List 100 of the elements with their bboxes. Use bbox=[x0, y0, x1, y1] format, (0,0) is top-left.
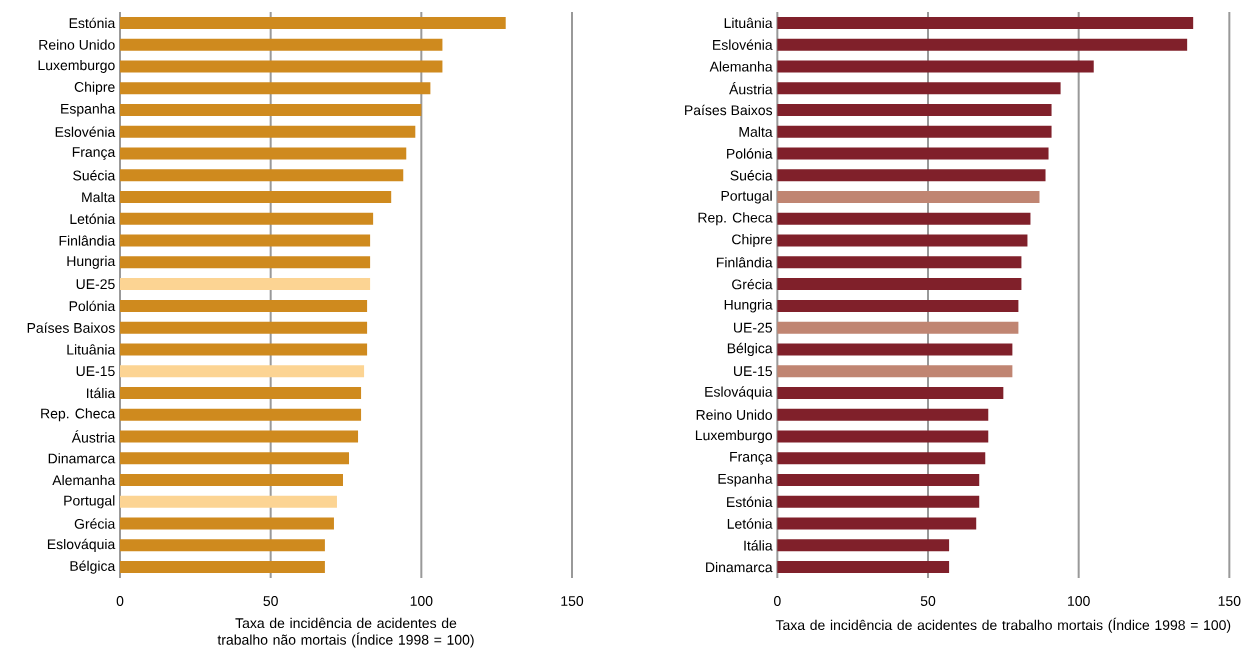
bar bbox=[777, 365, 1013, 378]
y-tick-label: Hungria bbox=[724, 299, 773, 313]
y-tick-label: Países Baixos bbox=[27, 322, 115, 333]
bar bbox=[120, 125, 416, 138]
bar bbox=[777, 408, 989, 421]
bar bbox=[777, 539, 950, 552]
y-tick-label: Grécia bbox=[74, 518, 116, 529]
y-tick-label: Dinamarca bbox=[706, 561, 773, 573]
x-tick-label: 0 bbox=[773, 596, 781, 606]
x-axis-title: Taxa de incidência de acidentes de trabalho não mortais (Índice 1998 = 100) bbox=[217, 617, 474, 648]
bar bbox=[777, 386, 1004, 399]
bar bbox=[120, 495, 337, 508]
y-tick-label: Portugal bbox=[64, 495, 115, 509]
bar bbox=[120, 321, 368, 334]
y-tick-label: Espanha bbox=[718, 473, 773, 487]
y-tick-label: Bélgica bbox=[727, 342, 773, 357]
x-tick-label: 150 bbox=[1218, 596, 1241, 606]
x-tick-label: 150 bbox=[561, 596, 584, 606]
y-tick-label: Reino Unido bbox=[39, 39, 115, 50]
bar bbox=[120, 16, 506, 29]
y-tick-label: Rep. Checa bbox=[41, 408, 116, 422]
y-tick-label: Polónia bbox=[69, 300, 116, 312]
y-tick-label: Alemanha bbox=[709, 61, 773, 72]
y-tick-label: Hungria bbox=[67, 255, 116, 269]
bar bbox=[777, 430, 989, 443]
bar bbox=[777, 343, 1013, 356]
bar bbox=[120, 452, 350, 465]
bar bbox=[120, 343, 368, 356]
bar bbox=[120, 82, 431, 95]
bar bbox=[120, 212, 374, 225]
bar bbox=[120, 430, 359, 443]
bar bbox=[120, 234, 371, 247]
y-tick-label: Suécia bbox=[73, 170, 116, 181]
y-tick-label: Suécia bbox=[730, 170, 773, 181]
bar bbox=[120, 169, 404, 182]
bar bbox=[120, 60, 443, 73]
y-tick-label: Eslovénia bbox=[55, 126, 116, 137]
y-tick-label: Luxemburgo bbox=[38, 59, 115, 73]
bar bbox=[777, 299, 1019, 312]
bar bbox=[777, 60, 1094, 73]
y-tick-label: Lituânia bbox=[724, 17, 773, 29]
y-tick-label: Eslováquia bbox=[47, 538, 116, 552]
bar bbox=[120, 539, 325, 552]
bar bbox=[120, 365, 365, 378]
bar bbox=[120, 278, 371, 291]
y-tick-label: Itália bbox=[744, 540, 773, 551]
bar bbox=[120, 386, 362, 399]
bar bbox=[120, 408, 362, 421]
y-tick-label: Lituânia bbox=[67, 344, 116, 355]
bar bbox=[777, 561, 950, 574]
x-tick-label: 50 bbox=[263, 596, 278, 606]
y-tick-label: Bélgica bbox=[70, 560, 116, 574]
bar bbox=[120, 256, 371, 269]
bar bbox=[777, 452, 986, 465]
y-tick-label: Espanha bbox=[61, 103, 116, 117]
y-tick-label: Luxemburgo bbox=[695, 429, 773, 444]
x-axis-title: Taxa de incidência de acidentes de trabalho mortais (Índice 1998 = 100) bbox=[775, 617, 1231, 633]
bar bbox=[120, 103, 422, 116]
y-tick-label: Itália bbox=[87, 387, 116, 399]
bar bbox=[777, 169, 1046, 182]
y-tick-label: Dinamarca bbox=[48, 453, 116, 464]
y-tick-label: Portugal bbox=[721, 190, 772, 204]
y-tick-label: Eslovénia bbox=[713, 39, 773, 50]
x-tick-label: 50 bbox=[920, 596, 936, 606]
y-tick-label: Países Baixos bbox=[685, 104, 773, 116]
y-tick-label: Rep. Checa bbox=[698, 212, 773, 226]
bar bbox=[120, 474, 343, 487]
bar bbox=[120, 191, 392, 204]
bar bbox=[777, 38, 1188, 51]
y-tick-label: Reino Unido bbox=[696, 409, 772, 420]
y-tick-label: Alemanha bbox=[52, 474, 116, 486]
x-tick-label: 100 bbox=[1068, 596, 1090, 606]
bar bbox=[777, 495, 980, 508]
y-tick-label: Chipre bbox=[74, 81, 115, 95]
y-tick-label: França bbox=[730, 451, 773, 465]
y-tick-label: Letónia bbox=[727, 518, 773, 529]
y-tick-label: Finlândia bbox=[716, 257, 773, 268]
y-tick-label: Malta bbox=[739, 126, 773, 137]
x-tick-label: 100 bbox=[410, 596, 433, 606]
y-tick-label: Áustria bbox=[729, 82, 773, 95]
y-tick-label: França bbox=[72, 147, 116, 160]
bar bbox=[777, 256, 1022, 269]
y-tick-label: UE-15 bbox=[76, 366, 115, 377]
y-tick-label: Grécia bbox=[732, 278, 773, 290]
bar bbox=[120, 561, 325, 574]
y-tick-label: Estónia bbox=[727, 496, 773, 508]
bar bbox=[777, 474, 980, 487]
y-tick-label: UE-15 bbox=[734, 366, 773, 377]
y-tick-label: UE-25 bbox=[76, 279, 115, 290]
bar bbox=[120, 517, 334, 530]
y-tick-label: Finlândia bbox=[59, 235, 116, 246]
y-tick-label: Estónia bbox=[69, 17, 116, 29]
y-tick-label: Áustria bbox=[71, 430, 116, 443]
y-tick-label: Polónia bbox=[727, 148, 773, 159]
bar bbox=[777, 82, 1061, 95]
bar bbox=[120, 299, 368, 312]
y-tick-label: Eslováquia bbox=[705, 386, 773, 400]
y-tick-label: UE-25 bbox=[734, 322, 773, 333]
bar bbox=[777, 16, 1194, 29]
bar bbox=[777, 147, 1049, 160]
